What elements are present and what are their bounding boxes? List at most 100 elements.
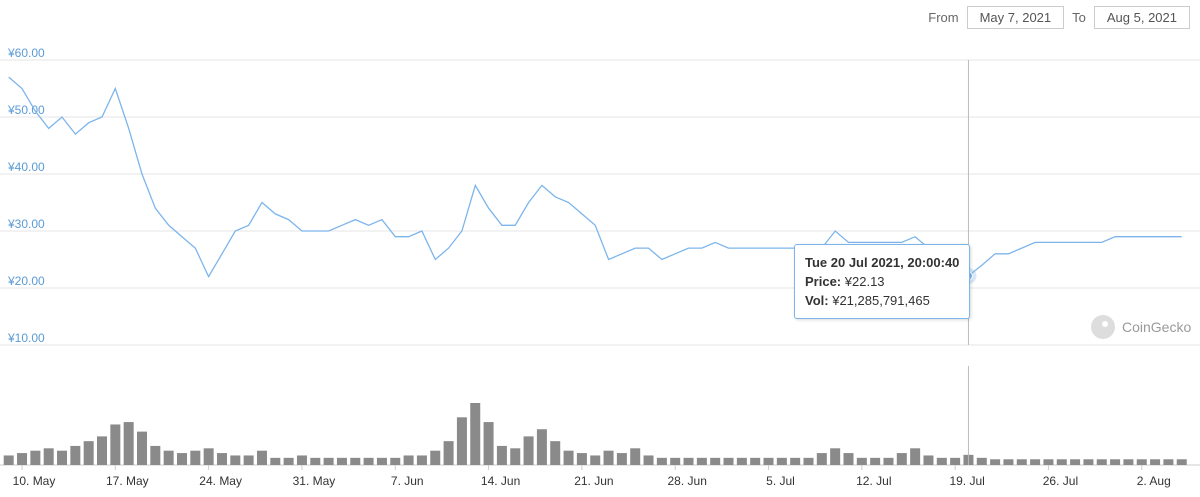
- volume-bar: [723, 457, 734, 465]
- volume-bar: [163, 450, 174, 465]
- volume-bar: [536, 429, 547, 465]
- volume-bar: [710, 457, 721, 465]
- volume-bar: [1003, 459, 1014, 465]
- x-tick-label: 12. Jul: [856, 474, 891, 488]
- volume-bar: [696, 457, 707, 465]
- watermark: CoinGecko: [1090, 314, 1191, 340]
- tooltip: Tue 20 Jul 2021, 20:00:40 Price: ¥22.13 …: [794, 244, 971, 319]
- volume-bar: [310, 457, 321, 465]
- volume-bar: [643, 455, 654, 465]
- volume-bar: [83, 441, 94, 465]
- volume-bar: [616, 453, 627, 465]
- volume-bar: [856, 457, 867, 465]
- volume-bar: [1176, 459, 1187, 465]
- volume-bar: [110, 424, 121, 465]
- volume-bar: [123, 422, 134, 465]
- y-tick-label: ¥20.00: [7, 274, 45, 288]
- volume-bar: [456, 417, 467, 465]
- volume-bar: [870, 457, 881, 465]
- volume-bar: [670, 457, 681, 465]
- volume-bar: [70, 445, 81, 465]
- volume-bar: [736, 457, 747, 465]
- x-tick-label: 19. Jul: [949, 474, 984, 488]
- x-tick-label: 31. May: [293, 474, 336, 488]
- x-tick-label: 10. May: [13, 474, 56, 488]
- volume-bar: [976, 457, 987, 465]
- volume-bar: [923, 455, 934, 465]
- volume-bar: [803, 457, 814, 465]
- volume-bar: [176, 453, 187, 465]
- volume-bar: [283, 457, 294, 465]
- volume-bar: [470, 403, 481, 465]
- volume-bar: [776, 457, 787, 465]
- to-input[interactable]: Aug 5, 2021: [1093, 6, 1190, 29]
- volume-bar: [230, 455, 241, 465]
- from-input[interactable]: May 7, 2021: [966, 6, 1065, 29]
- x-tick-label: 24. May: [199, 474, 242, 488]
- y-tick-label: ¥10.00: [7, 331, 45, 345]
- watermark-text: CoinGecko: [1122, 319, 1192, 335]
- volume-bar: [1016, 459, 1027, 465]
- x-tick-label: 28. Jun: [668, 474, 707, 488]
- volume-bar: [350, 457, 361, 465]
- volume-bar: [630, 448, 641, 465]
- tooltip-vol: ¥21,285,791,465: [832, 293, 930, 308]
- x-tick-label: 26. Jul: [1043, 474, 1078, 488]
- volume-bar: [563, 450, 574, 465]
- y-tick-label: ¥60.00: [7, 46, 45, 60]
- volume-bar: [510, 448, 521, 465]
- volume-bar: [496, 445, 507, 465]
- x-tick-label: 21. Jun: [574, 474, 613, 488]
- volume-bar: [1136, 459, 1147, 465]
- tooltip-price-label: Price:: [805, 274, 842, 289]
- volume-bar: [390, 457, 401, 465]
- volume-bar: [830, 448, 841, 465]
- volume-bar: [30, 450, 41, 465]
- date-range: From May 7, 2021 To Aug 5, 2021: [928, 6, 1190, 29]
- volume-bar: [1150, 459, 1161, 465]
- tooltip-date: Tue 20 Jul 2021, 20:00:40: [805, 255, 960, 270]
- volume-bar: [576, 453, 587, 465]
- volume-bar: [97, 436, 108, 465]
- x-tick-label: 17. May: [106, 474, 149, 488]
- from-label: From: [928, 10, 959, 25]
- to-label: To: [1072, 10, 1086, 25]
- volume-bar: [3, 455, 14, 465]
- volume-bar: [550, 441, 561, 465]
- y-tick-label: ¥40.00: [7, 160, 45, 174]
- x-tick-label: 5. Jul: [766, 474, 795, 488]
- volume-bar: [243, 455, 254, 465]
- volume-bar: [270, 457, 281, 465]
- volume-bar: [137, 431, 147, 465]
- volume-bar: [1043, 459, 1054, 465]
- volume-bar: [883, 457, 894, 465]
- volume-bar: [150, 445, 161, 465]
- x-tick-label: 7. Jun: [391, 474, 424, 488]
- volume-bar: [590, 455, 601, 465]
- volume-bar: [683, 457, 694, 465]
- logo: [1091, 315, 1115, 339]
- volume-bar: [403, 455, 414, 465]
- volume-bar: [936, 457, 947, 465]
- volume-bar: [376, 457, 387, 465]
- volume-bar: [656, 457, 667, 465]
- volume-bar: [416, 455, 427, 465]
- volume-bar: [203, 448, 214, 465]
- x-tick-label: 14. Jun: [481, 474, 520, 488]
- volume-bar: [816, 453, 827, 465]
- volume-bar: [363, 457, 374, 465]
- volume-bar: [990, 459, 1001, 465]
- volume-bar: [896, 453, 907, 465]
- volume-bar: [1056, 459, 1067, 465]
- y-tick-label: ¥50.00: [7, 103, 45, 117]
- volume-bar: [763, 457, 774, 465]
- volume-bar: [57, 450, 68, 465]
- volume-bar: [190, 450, 201, 465]
- volume-bar: [1096, 459, 1107, 465]
- volume-bar: [430, 450, 441, 465]
- volume-bar: [750, 457, 761, 465]
- volume-bar: [950, 457, 961, 465]
- volume-bar: [1163, 459, 1174, 465]
- volume-bar: [336, 457, 347, 465]
